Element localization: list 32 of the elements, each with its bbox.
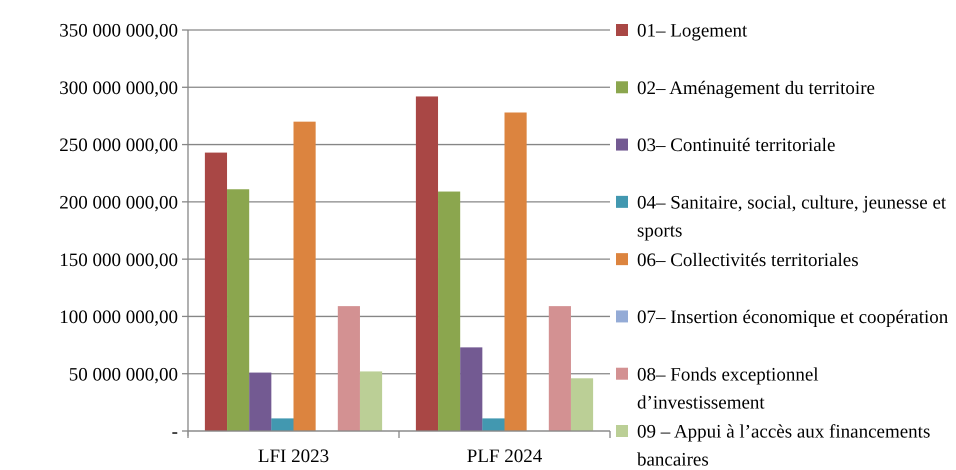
bar [227,189,250,431]
bar [360,371,382,431]
legend-label: 03– Continuité territoriale [637,135,836,156]
legend-label: 09 – Appui à l’accès aux financements bancaires [637,422,930,470]
legend-label: 07– Insertion économique et coopération [637,307,949,328]
bar [504,112,527,431]
y-tick-label: 350 000 000,00 [59,20,178,42]
y-tick-label: 100 000 000,00 [59,307,178,328]
y-tick-label: 300 000 000,00 [59,78,178,99]
bar [416,96,438,431]
bar [438,192,460,431]
x-tick-label: PLF 2024 [466,446,543,467]
bar [204,152,228,431]
y-tick-label: 50 000 000,00 [68,364,178,386]
legend-label: 04– Sanitaire, social, culture, jeunesse et sports [637,192,947,242]
legend-label: 02– Aménagement du territoire [637,78,875,99]
bar [460,347,482,431]
y-tick-label: 200 000 000,00 [59,192,178,214]
y-tick-label: - [172,422,178,443]
legend-label: 06– Collectivités territoriales [637,250,859,271]
bar [482,418,504,431]
bar [338,306,360,431]
y-tick-label: 150 000 000,00 [59,250,178,271]
x-tick-label: LFI 2023 [258,446,330,467]
bar [294,122,316,431]
bar [548,306,571,431]
bar [570,378,594,431]
legend-label: 08– Fonds exceptionnel d’investissement [637,364,819,414]
legend-label: 01– Logement [637,20,748,42]
bar [271,418,294,431]
bar [249,372,272,431]
y-tick-label: 250 000 000,00 [59,135,178,156]
